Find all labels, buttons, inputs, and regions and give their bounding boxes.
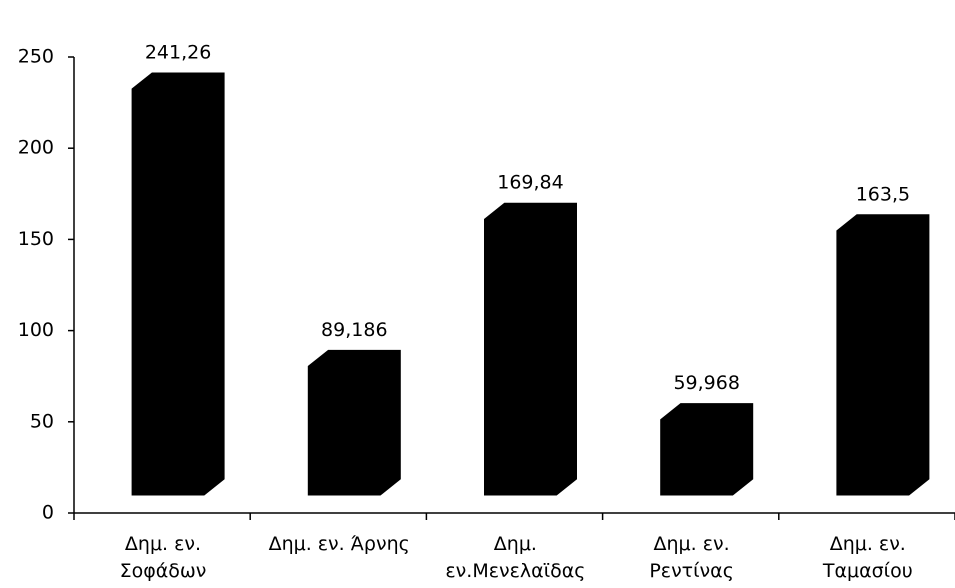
x-tick-label: Δημ. εν. Ρεντίνας (649, 533, 734, 582)
y-tick-label: 150 (18, 228, 54, 250)
y-tick-label: 50 (30, 410, 54, 432)
x-tick-label: Δημ. εν. Άρνης (268, 533, 410, 555)
y-tick-label: 100 (18, 319, 54, 341)
x-tick-label: Δημ. εν.Μενελαϊδας (445, 533, 586, 582)
bar (660, 403, 754, 496)
bar (836, 214, 930, 496)
value-label: 169,84 (497, 172, 563, 194)
bar (131, 72, 225, 496)
value-label: 241,26 (145, 41, 211, 63)
y-tick-label: 0 (42, 502, 54, 524)
value-label: 59,968 (673, 372, 739, 394)
value-label: 89,186 (321, 319, 387, 341)
y-tick-label: 200 (18, 137, 54, 159)
x-tick-label: Δημ. εν. Σοφάδων (119, 533, 207, 582)
bar (307, 349, 401, 496)
x-tick-label: Δημ. εν. Ταμασίου (822, 533, 913, 582)
bar (484, 202, 577, 496)
y-tick-label: 250 (18, 46, 54, 68)
value-label: 163,5 (856, 183, 910, 205)
